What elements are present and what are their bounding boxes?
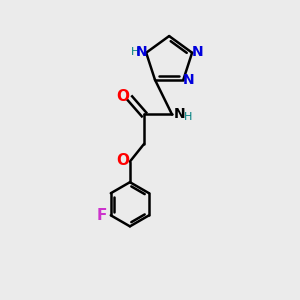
Text: F: F — [97, 208, 107, 224]
Text: N: N — [136, 45, 148, 58]
Text: N: N — [174, 107, 186, 121]
Text: H: H — [183, 112, 192, 122]
Text: N: N — [191, 45, 203, 59]
Text: H: H — [131, 46, 139, 57]
Text: O: O — [117, 89, 130, 104]
Text: O: O — [116, 153, 129, 168]
Text: N: N — [182, 73, 194, 87]
